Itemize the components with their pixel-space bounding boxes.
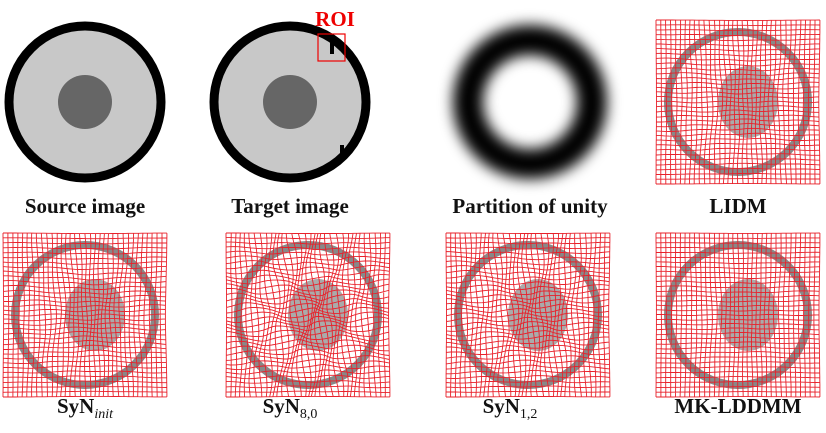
caption-subscript: 8,0 (300, 407, 318, 422)
deformation-grid (225, 232, 391, 398)
caption-main: MK-LDDMM (674, 394, 801, 418)
deformation-grid (445, 232, 611, 398)
ring (454, 241, 602, 389)
panel: ROI Target image (209, 7, 371, 218)
caption-main: Source image (25, 194, 145, 218)
panel: SyN1,2 (445, 232, 611, 422)
panels: Source image ROI Target image Partition of … (2, 7, 821, 422)
caption-main: SyN (483, 394, 520, 418)
panel: MK-LDDMM (655, 232, 821, 418)
deformation-grid (655, 232, 821, 398)
caption: Partition of unity (452, 194, 608, 218)
blur-ring (453, 25, 607, 179)
caption: LIDM (709, 194, 766, 218)
caption: SyN1,2 (483, 394, 538, 422)
caption: Source image (25, 194, 145, 218)
caption: SyNinit (57, 394, 114, 422)
panel: SyN8,0 (225, 232, 391, 422)
caption: Target image (231, 194, 349, 218)
panel: Source image (4, 21, 166, 218)
caption-main: Target image (231, 194, 349, 218)
deformation-grid (655, 19, 821, 185)
caption: SyN8,0 (263, 394, 318, 422)
caption: MK-LDDMM (674, 394, 801, 418)
roi-label: ROI (315, 7, 355, 31)
caption-subscript: init (94, 407, 114, 422)
notch (330, 40, 334, 54)
caption-main: SyN (57, 394, 94, 418)
caption-subscript: 1,2 (520, 407, 538, 422)
notch (340, 145, 344, 159)
panel: LIDM (655, 19, 821, 218)
caption-main: Partition of unity (452, 194, 608, 218)
panel: SyNinit (2, 232, 168, 422)
inner-disc (58, 75, 112, 129)
deformation-grid (2, 232, 168, 398)
caption-main: LIDM (709, 194, 766, 218)
caption-main: SyN (263, 394, 300, 418)
roi-box (317, 33, 346, 62)
panel: Partition of unity (452, 25, 608, 218)
inner-disc (263, 75, 317, 129)
ring (234, 241, 382, 389)
